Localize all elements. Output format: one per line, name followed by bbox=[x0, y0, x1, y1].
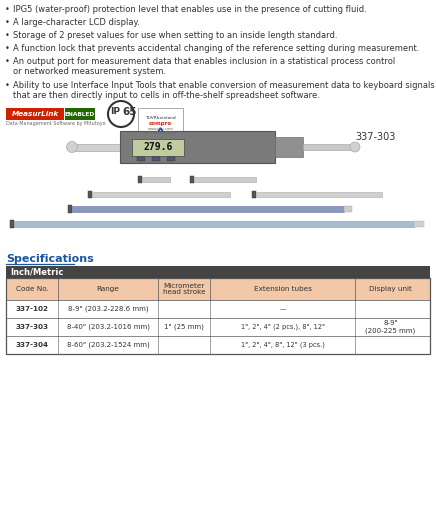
Text: MeasurLink: MeasurLink bbox=[11, 111, 58, 117]
Bar bbox=[65, 108, 95, 120]
Text: 337-102: 337-102 bbox=[16, 306, 48, 312]
Text: An output port for measurement data that enables inclusion in a statistical proc: An output port for measurement data that… bbox=[13, 57, 395, 66]
Bar bbox=[252, 191, 256, 198]
Text: 1", 2", 4", 8", 12" (3 pcs.): 1", 2", 4", 8", 12" (3 pcs.) bbox=[241, 342, 324, 348]
Text: —: — bbox=[279, 306, 286, 312]
Bar bbox=[72, 206, 344, 212]
Text: Display unit: Display unit bbox=[369, 286, 412, 292]
Bar bbox=[6, 300, 430, 318]
Text: Specifications: Specifications bbox=[6, 254, 94, 264]
Text: •: • bbox=[5, 31, 10, 40]
Bar bbox=[190, 176, 194, 183]
Bar bbox=[194, 177, 256, 182]
Text: or networked measurement system.: or networked measurement system. bbox=[13, 67, 166, 76]
Text: 65: 65 bbox=[122, 107, 136, 117]
Bar bbox=[92, 192, 230, 197]
Text: IP: IP bbox=[110, 107, 120, 116]
Text: Data Management Software by Mitutoyo: Data Management Software by Mitutoyo bbox=[6, 121, 106, 126]
Text: A large-character LCD display.: A large-character LCD display. bbox=[13, 18, 140, 27]
Bar bbox=[6, 278, 430, 354]
Text: ID 1234567890: ID 1234567890 bbox=[146, 131, 176, 135]
Bar bbox=[6, 336, 430, 354]
Text: 337-303: 337-303 bbox=[355, 132, 395, 142]
Text: 8-9" (203.2-228.6 mm): 8-9" (203.2-228.6 mm) bbox=[68, 306, 148, 312]
Text: •: • bbox=[5, 80, 10, 89]
Text: •: • bbox=[5, 57, 10, 66]
Bar bbox=[303, 144, 351, 150]
Text: Extension tubes: Extension tubes bbox=[253, 286, 311, 292]
Bar bbox=[6, 266, 430, 278]
Text: 1", 2", 4" (2 pcs.), 8", 12": 1", 2", 4" (2 pcs.), 8", 12" bbox=[241, 324, 324, 330]
Bar bbox=[138, 176, 142, 183]
Text: •: • bbox=[5, 18, 10, 27]
Text: 8-9"
(200-225 mm): 8-9" (200-225 mm) bbox=[365, 320, 416, 334]
Text: •: • bbox=[5, 44, 10, 53]
Text: 337-304: 337-304 bbox=[16, 342, 48, 348]
Circle shape bbox=[67, 142, 78, 153]
Bar bbox=[275, 137, 303, 157]
Bar bbox=[88, 191, 92, 198]
Text: 337-303: 337-303 bbox=[16, 324, 48, 330]
Text: •: • bbox=[5, 5, 10, 14]
Bar bbox=[414, 221, 424, 227]
Text: Inch/Metric: Inch/Metric bbox=[10, 267, 63, 277]
Circle shape bbox=[350, 142, 360, 152]
Text: 279.6: 279.6 bbox=[143, 143, 173, 153]
Text: Storage of 2 preset values for use when setting to an inside length standard.: Storage of 2 preset values for use when … bbox=[13, 31, 337, 40]
Text: www.tuv.com: www.tuv.com bbox=[147, 127, 174, 131]
Text: Micrometer
head stroke: Micrometer head stroke bbox=[163, 282, 205, 295]
Text: compro: compro bbox=[149, 121, 172, 126]
Text: ENABLED: ENABLED bbox=[65, 112, 95, 116]
Circle shape bbox=[108, 101, 134, 127]
Text: Ability to use Interface Input Tools that enable conversion of measurement data : Ability to use Interface Input Tools tha… bbox=[13, 80, 435, 89]
Bar bbox=[132, 139, 184, 156]
Text: 8-60" (203.2-1524 mm): 8-60" (203.2-1524 mm) bbox=[67, 342, 150, 348]
Text: that are then directly input to cells in off-the-shelf spreadsheet software.: that are then directly input to cells in… bbox=[13, 91, 320, 100]
Bar bbox=[10, 220, 14, 228]
Bar bbox=[137, 157, 145, 161]
Bar bbox=[138, 108, 183, 150]
Bar bbox=[142, 177, 170, 182]
Bar bbox=[344, 206, 352, 212]
Bar bbox=[14, 221, 414, 227]
Bar bbox=[6, 318, 430, 336]
Bar bbox=[167, 157, 175, 161]
Text: A function lock that prevents accidental changing of the reference setting durin: A function lock that prevents accidental… bbox=[13, 44, 419, 53]
Bar bbox=[120, 131, 275, 163]
Bar bbox=[72, 143, 122, 151]
Bar bbox=[256, 192, 382, 197]
Bar bbox=[152, 157, 160, 161]
Text: Code No.: Code No. bbox=[16, 286, 48, 292]
Text: IPG5 (water-proof) protection level that enables use in the presence of cutting : IPG5 (water-proof) protection level that… bbox=[13, 5, 367, 14]
Bar bbox=[6, 108, 64, 120]
Bar bbox=[6, 278, 430, 300]
Text: 8-40" (203.2-1016 mm): 8-40" (203.2-1016 mm) bbox=[67, 324, 150, 330]
Text: Range: Range bbox=[96, 286, 119, 292]
Text: 1" (25 mm): 1" (25 mm) bbox=[164, 324, 204, 330]
Bar bbox=[68, 205, 72, 213]
Text: TUVRheinland: TUVRheinland bbox=[145, 116, 176, 120]
